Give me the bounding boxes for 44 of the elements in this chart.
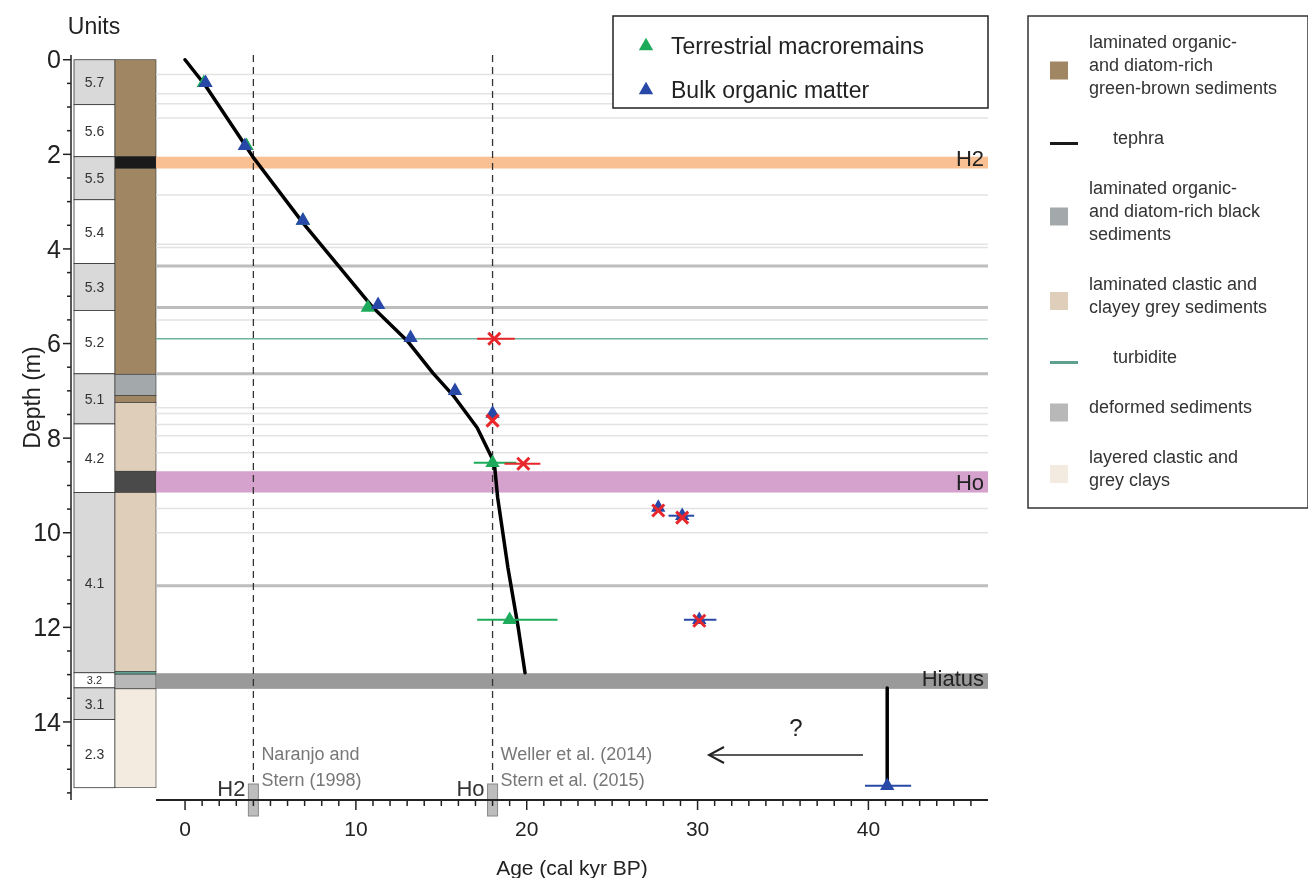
y-tick-label: 0 bbox=[47, 45, 61, 74]
series-label: 5.3 bbox=[84, 278, 105, 295]
ref-line-label: H2 bbox=[217, 776, 246, 801]
series-label: 4.2 bbox=[84, 450, 105, 467]
series-label: 5.4 bbox=[84, 223, 105, 240]
annotation: ? bbox=[789, 714, 803, 741]
y-tick-label: 8 bbox=[47, 423, 61, 452]
chart-title: Units bbox=[67, 13, 121, 39]
y-axis-title: Depth (m) bbox=[19, 346, 45, 449]
x-tick-label: 20 bbox=[515, 817, 539, 840]
x-tick-label: 10 bbox=[344, 817, 368, 840]
annotation: Naranjo and Stern (1998) bbox=[261, 744, 362, 790]
series-label: 3.1 bbox=[84, 695, 105, 712]
y-tick-label: 14 bbox=[33, 707, 62, 736]
ref-line-label: Ho bbox=[456, 776, 485, 801]
x-tick-label: 0 bbox=[179, 817, 191, 840]
legend-label: tephra bbox=[1113, 128, 1166, 148]
series-label: 5.5 bbox=[84, 170, 105, 187]
band-label: H2 bbox=[955, 145, 984, 171]
series-label: 5.6 bbox=[84, 122, 105, 139]
series-label: 2.3 bbox=[84, 745, 105, 762]
legend-label: laminated organic- and diatom-rich green-brown sediments bbox=[1089, 32, 1278, 98]
legend-label: Terrestrial macroremains bbox=[671, 33, 925, 59]
legend-label: laminated clastic and clayey grey sediments bbox=[1089, 274, 1268, 317]
y-tick-label: 10 bbox=[33, 518, 61, 547]
legend-label: layered clastic and grey clays bbox=[1089, 447, 1239, 490]
y-tick-label: 12 bbox=[33, 613, 61, 642]
legend-label: laminated organic- and diatom-rich black sediments bbox=[1089, 178, 1262, 244]
x-tick-label: 30 bbox=[685, 817, 710, 840]
y-tick-label: 4 bbox=[47, 234, 62, 263]
band-label: Hiatus bbox=[921, 665, 984, 691]
series-label: 5.1 bbox=[84, 390, 105, 407]
series-label: 5.2 bbox=[84, 334, 105, 351]
band-label: Ho bbox=[955, 469, 984, 495]
x-tick-label: 40 bbox=[856, 817, 881, 840]
series-label: 5.7 bbox=[84, 74, 105, 91]
series-label: 3.2 bbox=[86, 674, 103, 687]
y-tick-label: 6 bbox=[47, 329, 61, 358]
legend-label: turbidite bbox=[1113, 347, 1178, 367]
legend-label: Bulk organic matter bbox=[671, 77, 870, 103]
series-label: 4.1 bbox=[84, 574, 105, 591]
y-tick-label: 2 bbox=[47, 140, 61, 169]
legend-label: deformed sediments bbox=[1089, 397, 1253, 417]
annotation: Weller et al. (2014) Stern et al. (2015) bbox=[500, 744, 653, 790]
